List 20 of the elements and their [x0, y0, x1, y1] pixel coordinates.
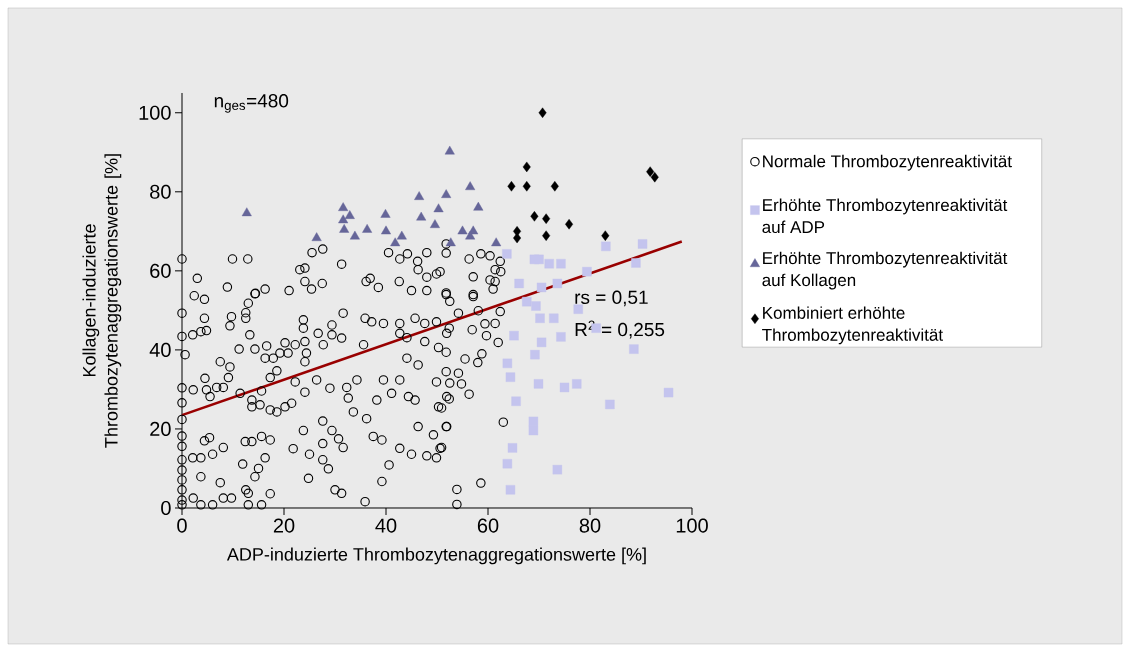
legend-label: Erhöhte Thrombozytenreaktivität auf Kollagen: [762, 251, 1008, 290]
y-tick-label: 40: [149, 342, 171, 357]
annotation: n$_{ges}$=480: [214, 94, 289, 113]
y-tick-label: 60: [150, 263, 171, 278]
legend-label: Kombiniert erhöhte Thrombozytenreaktivität: [762, 306, 943, 345]
y-tick-label: 0: [161, 500, 171, 516]
x-axis-title: ADP-induzierte Thrombozytenaggregationswerte [%]: [226, 547, 646, 565]
x-tick-label: 40: [375, 518, 397, 533]
annotation: rs = 0,51: [575, 290, 648, 307]
x-tick-label: 0: [177, 518, 187, 533]
x-tick-label: 20: [273, 518, 295, 533]
y-tick-label: 80: [150, 184, 171, 199]
legend-label: Erhöhte Thrombozytenreaktivität auf ADP: [762, 198, 1008, 234]
y-tick-label: 20: [150, 421, 171, 437]
y-tick-label: 100: [139, 105, 171, 120]
y-axis-title: Kollagen-induzierte Thrombozytenaggregationswerte [%]: [82, 154, 122, 448]
x-tick-label: 80: [579, 518, 601, 533]
x-tick-label: 100: [676, 518, 708, 533]
x-tick-label: 60: [477, 518, 499, 533]
legend-label: Normale Thrombozytenreaktivität: [763, 154, 1012, 171]
